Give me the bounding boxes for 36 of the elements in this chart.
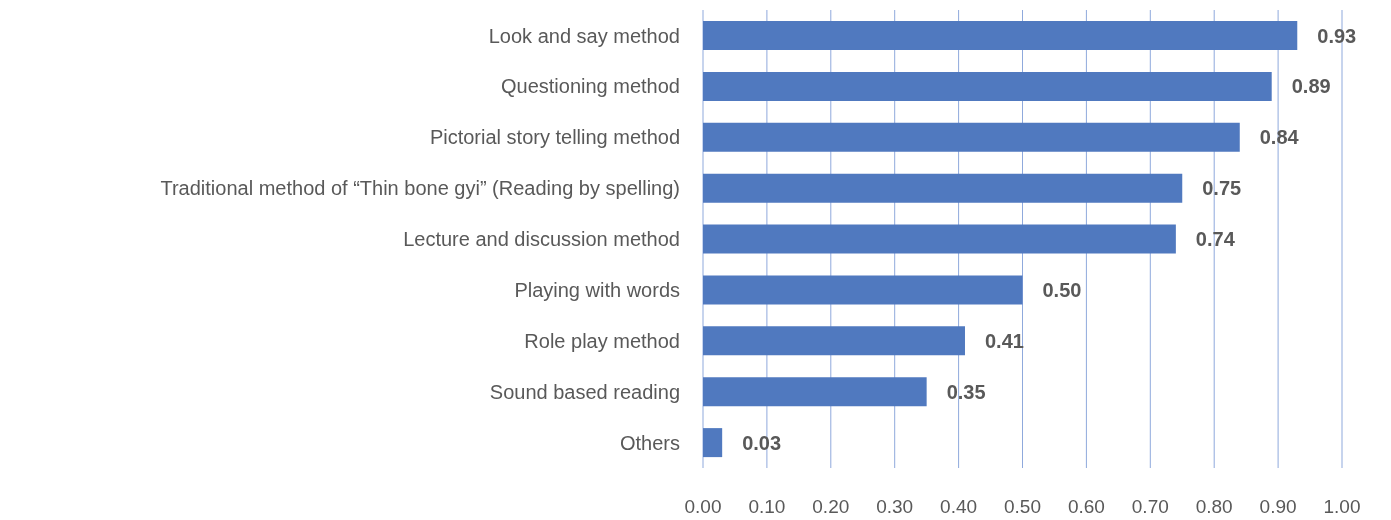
y-tick-label: Sound based reading (489, 380, 680, 403)
data-label: 0.93 (1317, 24, 1357, 47)
x-tick-label: 0.60 (1067, 496, 1105, 518)
x-tick-label: 0.90 (1259, 496, 1297, 518)
data-label: 0.84 (1259, 126, 1300, 149)
x-tick-label: 0.80 (1195, 496, 1233, 518)
data-label: 0.89 (1291, 75, 1331, 98)
x-tick-label: 0.30 (876, 496, 914, 518)
y-tick-label: Lecture and discussion method (403, 228, 680, 251)
bar (703, 122, 1240, 152)
x-tick-label: 0.00 (684, 496, 722, 518)
data-label: 0.75 (1202, 177, 1242, 200)
y-tick-label: Pictorial story telling method (429, 126, 680, 149)
data-label: 0.50 (1042, 279, 1082, 302)
x-tick-label: 0.20 (812, 496, 850, 518)
y-tick-label: Playing with words (514, 278, 680, 301)
data-label: 0.74 (1195, 228, 1236, 251)
bar (703, 275, 1023, 305)
data-label: 0.03 (742, 431, 782, 454)
y-tick-label: Questioning method (500, 75, 680, 98)
y-tick-label: Others (619, 431, 680, 454)
y-tick-label: Look and say method (488, 24, 680, 47)
bar (703, 224, 1176, 254)
x-tick-label: 0.40 (940, 496, 978, 518)
x-tick-label: 0.70 (1131, 496, 1169, 518)
bar (703, 428, 723, 458)
y-tick-label: Role play method (524, 329, 680, 352)
bar (703, 377, 927, 407)
bar (703, 71, 1272, 101)
bar (703, 21, 1298, 50)
x-tick-label: 0.10 (748, 496, 786, 518)
x-tick-label: 0.50 (1004, 496, 1041, 518)
bar (703, 173, 1183, 203)
y-tick-label: Traditional method of “Thin bone gyi” (Reading by spelling) (160, 177, 680, 200)
bar (703, 326, 965, 356)
x-tick-label: 1.00 (1323, 496, 1361, 518)
